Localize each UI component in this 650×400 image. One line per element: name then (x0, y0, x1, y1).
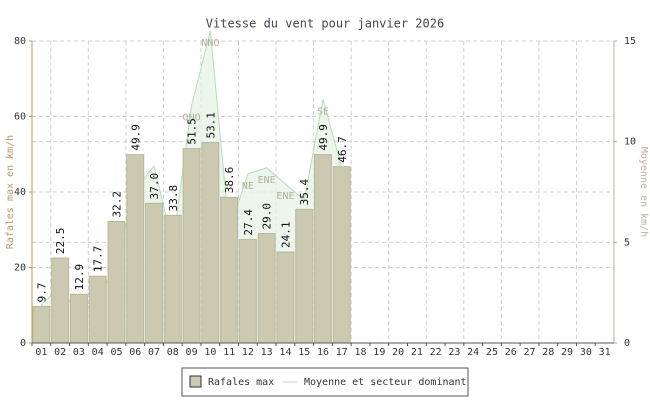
y-tick-label: 20 (14, 263, 26, 274)
x-tick-label: 24 (467, 347, 479, 358)
value-label: 12.9 (73, 264, 86, 291)
bar (295, 208, 314, 344)
bar (51, 257, 70, 344)
bar (163, 214, 182, 344)
bar (126, 154, 145, 344)
x-tick-label: 02 (54, 347, 66, 358)
x-tick-label: 25 (486, 347, 498, 358)
y2-tick-label: 15 (624, 36, 636, 47)
value-label: 49.9 (129, 124, 142, 151)
value-label: 24.1 (279, 222, 292, 249)
bar (314, 154, 332, 344)
value-label: 51.5 (186, 118, 199, 145)
value-label: 38.6 (223, 167, 236, 194)
x-tick-label: 07 (148, 347, 160, 358)
sector-label: ONO (183, 112, 201, 123)
legend-swatch (189, 375, 202, 388)
bar (257, 233, 276, 344)
x-tick-label: 03 (73, 347, 85, 358)
bar (220, 196, 239, 344)
chart-title: Vitesse du vent pour janvier 2026 (206, 17, 444, 31)
value-label: 27.4 (242, 209, 255, 236)
bar (145, 202, 163, 344)
x-tick-label: 10 (204, 347, 216, 358)
x-tick-label: 13 (261, 347, 273, 358)
y2-tick-label: 0 (624, 338, 630, 349)
sector-label: ENE (258, 175, 276, 186)
x-tick-label: 05 (110, 347, 122, 358)
bar (182, 148, 201, 344)
sector-label: SE (317, 106, 329, 117)
y2-axis-label: Moyenne en km/h (638, 147, 649, 237)
x-tick-label: 12 (242, 347, 254, 358)
x-tick-label: 14 (279, 347, 291, 358)
bar (276, 251, 295, 344)
x-tick-label: 18 (355, 347, 367, 358)
x-tick-label: 01 (35, 347, 47, 358)
value-label: 37.0 (148, 173, 161, 200)
x-tick-label: 06 (129, 347, 141, 358)
legend-label: Rafales max (208, 377, 274, 388)
value-label: 9.7 (35, 283, 48, 303)
x-tick-label: 28 (542, 347, 554, 358)
sector-label: ENE (276, 191, 294, 202)
bar (332, 166, 351, 344)
sector-label: NE (242, 181, 254, 192)
x-tick-label: 30 (580, 347, 592, 358)
x-tick-label: 20 (392, 347, 404, 358)
x-tick-label: 23 (448, 347, 460, 358)
y2-tick-label: 10 (624, 137, 636, 148)
value-label: 49.9 (317, 124, 330, 151)
value-label: 32.2 (110, 191, 123, 218)
x-tick-label: 31 (599, 347, 611, 358)
bar (69, 293, 88, 344)
value-label: 53.1 (204, 112, 217, 139)
value-label: 46.7 (336, 136, 349, 163)
sector-label: NNO (201, 38, 219, 49)
value-label: 22.5 (54, 228, 67, 255)
bar (238, 239, 257, 344)
x-tick-label: 19 (373, 347, 385, 358)
x-tick-label: 21 (411, 347, 423, 358)
x-tick-label: 08 (167, 347, 179, 358)
x-tick-label: 17 (336, 347, 348, 358)
bar (32, 305, 51, 344)
legend (181, 367, 469, 397)
y-tick-label: 80 (14, 36, 26, 47)
value-label: 17.7 (92, 246, 105, 273)
x-tick-label: 11 (223, 347, 235, 358)
value-label: 33.8 (167, 185, 180, 212)
y-axis-label: Rafales max en km/h (5, 135, 16, 249)
y2-tick-label: 5 (624, 237, 630, 248)
x-tick-label: 09 (186, 347, 198, 358)
x-tick-label: 16 (317, 347, 329, 358)
x-tick-label: 15 (298, 347, 310, 358)
x-tick-label: 27 (523, 347, 535, 358)
y-tick-label: 40 (14, 187, 26, 198)
y-tick-label: 60 (14, 112, 26, 123)
bar (88, 275, 107, 344)
x-tick-label: 04 (92, 347, 104, 358)
x-tick-label: 22 (430, 347, 442, 358)
y-tick-label: 0 (20, 338, 26, 349)
x-tick-label: 29 (561, 347, 573, 358)
bar (107, 220, 126, 344)
legend-label: Moyenne et secteur dominant (304, 377, 467, 388)
value-label: 29.0 (261, 203, 274, 230)
value-label: 35.4 (298, 178, 311, 205)
x-tick-label: 26 (505, 347, 517, 358)
bar (201, 142, 220, 344)
